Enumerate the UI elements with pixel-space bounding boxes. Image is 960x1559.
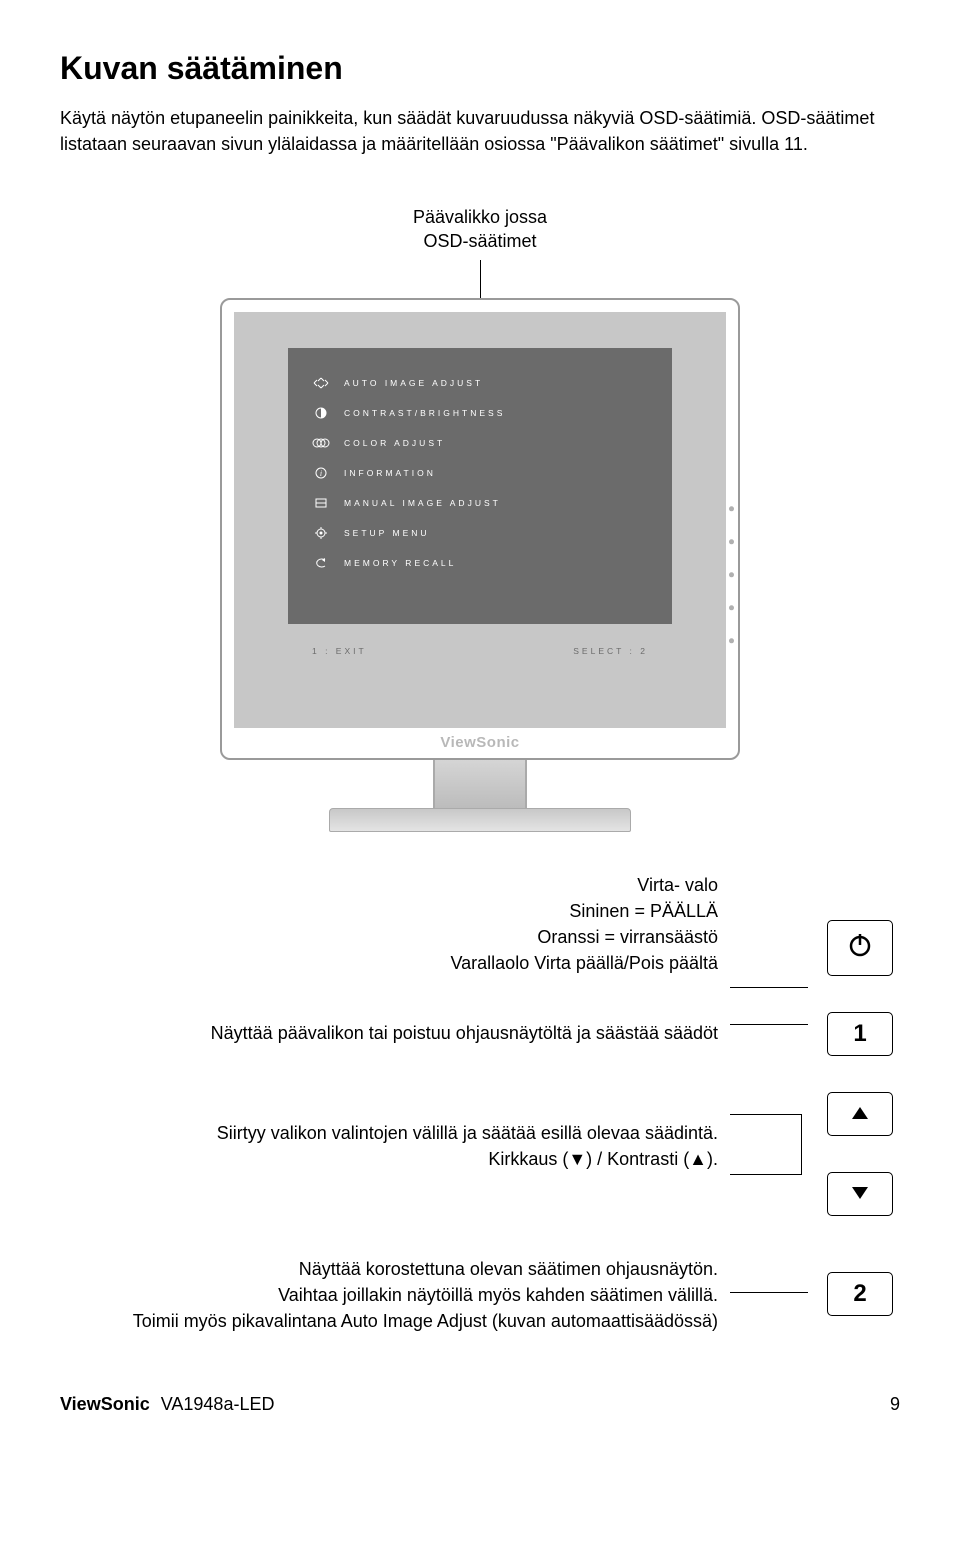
osd-item-manual: MANUAL IMAGE ADJUST xyxy=(312,488,648,518)
info-icon: i xyxy=(312,466,330,480)
color-icon xyxy=(312,436,330,450)
osd-label: INFORMATION xyxy=(344,468,436,478)
monitor-brand: ViewSonic xyxy=(440,734,519,751)
triangle-down-icon xyxy=(850,1180,870,1208)
osd-select-label: SELECT : 2 xyxy=(573,646,648,656)
button-1[interactable]: 1 xyxy=(827,1012,893,1056)
osd-item-memory: MEMORY RECALL xyxy=(312,548,648,578)
button-2-description: Näyttää korostettuna olevan säätimen ohj… xyxy=(60,1252,730,1334)
connector-line xyxy=(730,975,820,976)
button-2-label: 2 xyxy=(853,1280,866,1308)
power-icon xyxy=(846,931,874,966)
connector-line xyxy=(730,1012,820,1013)
osd-item-auto-image: AUTO IMAGE ADJUST xyxy=(312,368,648,398)
osd-item-color: COLOR ADJUST xyxy=(312,428,648,458)
osd-menu: AUTO IMAGE ADJUST CONTRAST/BRIGHTNESS xyxy=(288,348,672,624)
footer-brand: ViewSonic xyxy=(60,1394,150,1414)
button-1-description: Näyttää päävalikon tai poistuu ohjausnäy… xyxy=(60,1012,730,1046)
osd-label: COLOR ADJUST xyxy=(344,438,445,448)
button-2[interactable]: 2 xyxy=(827,1272,893,1316)
caption-pointer xyxy=(480,260,481,298)
triangle-up-icon xyxy=(850,1100,870,1128)
osd-label: MANUAL IMAGE ADJUST xyxy=(344,498,501,508)
osd-label: MEMORY RECALL xyxy=(344,558,456,568)
bezel-buttons xyxy=(729,506,734,643)
monitor-caption: Päävalikko jossa OSD-säätimet xyxy=(60,205,900,254)
setup-icon xyxy=(312,526,330,540)
down-button[interactable] xyxy=(827,1172,893,1216)
osd-item-contrast: CONTRAST/BRIGHTNESS xyxy=(312,398,648,428)
osd-item-info: i INFORMATION xyxy=(312,458,648,488)
auto-adjust-icon xyxy=(312,376,330,390)
osd-label: SETUP MENU xyxy=(344,528,430,538)
osd-exit-label: 1 : EXIT xyxy=(312,646,367,656)
recall-icon xyxy=(312,556,330,570)
footer-model: VA1948a-LED xyxy=(161,1394,275,1414)
manual-adjust-icon xyxy=(312,496,330,510)
monitor-caption-line1: Päävalikko jossa xyxy=(60,205,900,229)
contrast-icon xyxy=(312,406,330,420)
up-button[interactable] xyxy=(827,1092,893,1136)
button-1-label: 1 xyxy=(853,1020,866,1048)
power-description: Virta- valo Sininen = PÄÄLLÄ Oranssi = v… xyxy=(60,872,730,976)
osd-label: AUTO IMAGE ADJUST xyxy=(344,378,483,388)
page-title: Kuvan säätäminen xyxy=(60,50,900,87)
page-number: 9 xyxy=(890,1394,900,1415)
osd-label: CONTRAST/BRIGHTNESS xyxy=(344,408,505,418)
connector-line xyxy=(730,1280,820,1281)
intro-paragraph: Käytä näytön etupaneelin painikkeita, ku… xyxy=(60,105,900,157)
arrow-buttons-description: Siirtyy valikon valintojen välillä ja sä… xyxy=(60,1092,730,1172)
monitor-caption-line2: OSD-säätimet xyxy=(60,229,900,253)
power-button[interactable] xyxy=(827,920,893,976)
svg-text:i: i xyxy=(320,469,322,478)
osd-footer: 1 : EXIT SELECT : 2 xyxy=(288,624,672,666)
monitor-illustration: AUTO IMAGE ADJUST CONTRAST/BRIGHTNESS xyxy=(220,298,740,832)
page-footer: ViewSonic VA1948a-LED 9 xyxy=(60,1394,900,1415)
osd-item-setup: SETUP MENU xyxy=(312,518,648,548)
